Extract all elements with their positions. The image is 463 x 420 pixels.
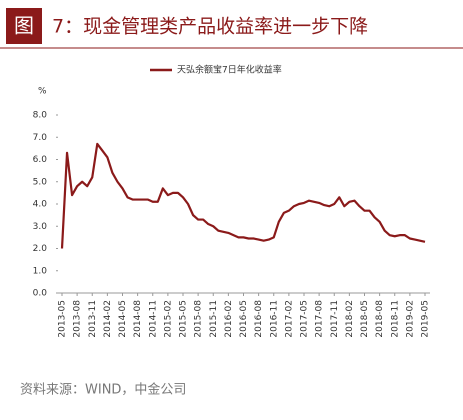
x-tick-label: 2018-08 xyxy=(375,300,385,338)
figure-title: 7：现金管理类产品收益率进一步下降 xyxy=(52,16,368,38)
y-tick-label: 0.0 xyxy=(33,289,48,299)
x-tick-label: 2017-02 xyxy=(284,300,294,338)
y-tick-label: 1.0 xyxy=(33,266,48,276)
x-tick-label: 2015-11 xyxy=(209,300,219,338)
source-note: 资料来源：WIND，中金公司 xyxy=(20,382,186,398)
y-tick-label: 3.0 xyxy=(33,222,48,232)
x-tick-label: 2013-08 xyxy=(73,300,83,338)
x-tick-label: 2015-08 xyxy=(194,300,204,338)
x-tick-label: 2016-05 xyxy=(239,300,249,338)
x-tick-label: 2014-11 xyxy=(148,300,158,338)
data-line xyxy=(60,142,426,249)
y-tick-label: 8.0 xyxy=(33,111,48,121)
x-tick-label: 2019-02 xyxy=(405,300,415,338)
x-tick-label: 2018-11 xyxy=(390,300,400,338)
x-tick-label: 2017-05 xyxy=(300,300,310,338)
x-tick-label: 2016-08 xyxy=(254,300,264,338)
figure-label: 图 xyxy=(14,14,34,38)
figure-label-box xyxy=(6,8,42,44)
x-tick-label: 2017-11 xyxy=(330,300,340,338)
x-tick-label: 2015-05 xyxy=(179,300,189,338)
y-unit: % xyxy=(38,87,47,97)
x-tick-label: 2014-05 xyxy=(118,300,128,338)
y-tick-label: 6.0 xyxy=(33,155,48,165)
x-tick-label: 2015-02 xyxy=(163,300,173,338)
x-tick-label: 2014-02 xyxy=(103,300,113,338)
x-tick-label: 2018-02 xyxy=(345,300,355,338)
x-tick-label: 2018-05 xyxy=(360,300,370,338)
y-tick-label: 5.0 xyxy=(33,177,48,187)
x-tick-label: 2016-11 xyxy=(269,300,279,338)
y-tick-label: 4.0 xyxy=(33,200,48,210)
x-tick-label: 2013-05 xyxy=(58,300,68,338)
legend-label: 天弘余额宝7日年化收益率 xyxy=(177,64,282,76)
x-tick-label: 2019-05 xyxy=(421,300,431,338)
x-tick-label: 2013-11 xyxy=(88,300,98,338)
y-tick-label: 2.0 xyxy=(33,244,48,254)
y-tick-label: 7.0 xyxy=(33,133,48,143)
x-tick-label: 2016-02 xyxy=(224,300,234,338)
x-tick-label: 2014-08 xyxy=(133,300,143,338)
x-tick-label: 2017-08 xyxy=(315,300,325,338)
